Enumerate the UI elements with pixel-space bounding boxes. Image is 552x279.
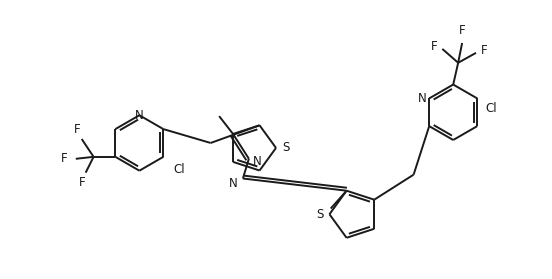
Text: F: F: [459, 24, 465, 37]
Text: F: F: [78, 176, 85, 189]
Text: F: F: [481, 44, 487, 57]
Text: N: N: [229, 177, 238, 190]
Text: Cl: Cl: [173, 163, 185, 176]
Text: F: F: [431, 40, 437, 54]
Text: Cl: Cl: [485, 102, 497, 116]
Text: S: S: [282, 141, 289, 154]
Text: F: F: [61, 152, 68, 165]
Text: S: S: [316, 208, 323, 221]
Text: F: F: [73, 123, 80, 136]
Text: N: N: [417, 92, 426, 105]
Text: N: N: [253, 155, 262, 168]
Text: N: N: [135, 109, 144, 122]
